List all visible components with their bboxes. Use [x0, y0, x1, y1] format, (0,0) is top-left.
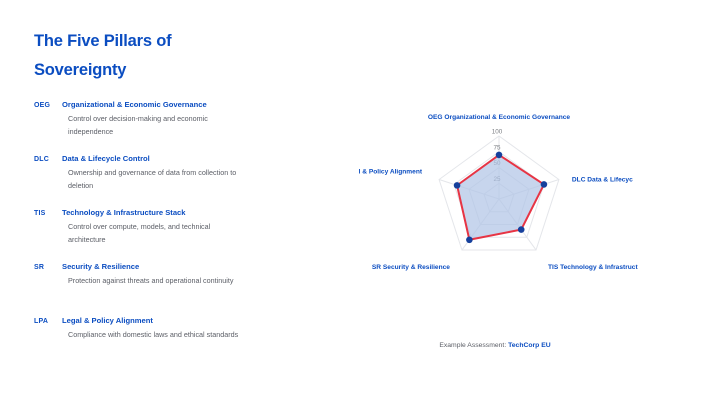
axis-label: TIS Technology & Infrastruct	[548, 264, 638, 271]
axis-label: DLC Data & Lifecyc	[572, 177, 633, 184]
pillar-description: Control over decision-making and economi…	[68, 114, 208, 136]
data-point	[540, 181, 548, 188]
page-title-line1: The Five Pillars of	[34, 32, 172, 50]
page-title-line2: Sovereignty	[34, 61, 127, 79]
data-point	[495, 151, 503, 159]
axis-label: OEG Organizational & Economic Governance	[428, 114, 570, 121]
axis-label: l & Policy Alignment	[359, 169, 423, 176]
pillar-abbr: TIS	[34, 210, 46, 217]
pillar-item-tis: TIS Technology & Infrastructure Stack Co…	[34, 208, 274, 246]
pillar-abbr: LPA	[34, 318, 49, 325]
caption-value: TechCorp EU	[508, 342, 551, 349]
pillar-item-sr: SR Security & Resilience Protection agai…	[34, 262, 274, 288]
pillar-item-dlc: DLC Data & Lifecycle Control Ownership a…	[34, 154, 274, 192]
data-point	[453, 182, 461, 189]
pillar-item-lpa: LPA Legal & Policy Alignment Compliance …	[34, 316, 274, 342]
data-point	[466, 236, 473, 244]
radial-tick-label: 75	[493, 144, 501, 151]
pillar-name: Data & Lifecycle Control	[62, 154, 150, 163]
pillar-item-oeg: OEG Organizational & Economic Governance…	[34, 100, 274, 138]
axis-label: SR Security & Resilience	[372, 264, 450, 271]
chart-caption: Example Assessment: TechCorp EU	[355, 342, 635, 349]
grid-ring	[438, 135, 560, 251]
pillar-abbr: OEG	[34, 102, 51, 109]
pillar-description: Ownership and governance of data from co…	[68, 168, 237, 190]
caption-prefix: Example Assessment:	[439, 342, 509, 349]
data-point	[517, 226, 525, 233]
pillar-name: Technology & Infrastructure Stack	[62, 208, 186, 217]
pillar-description: Compliance with domestic laws and ethica…	[68, 330, 239, 339]
pillar-name: Organizational & Economic Governance	[62, 100, 207, 109]
page-title: The Five Pillars of Sovereignty	[34, 27, 254, 85]
pillar-name: Security & Resilience	[62, 262, 140, 271]
pillar-description: Control over compute, models, and techni…	[68, 222, 211, 244]
data-polygon	[456, 153, 545, 241]
pillar-abbr: SR	[34, 264, 45, 271]
pillar-abbr: DLC	[34, 156, 49, 163]
pillar-name: Legal & Policy Alignment	[62, 316, 153, 325]
pillar-description: Protection against threats and operation…	[68, 276, 234, 285]
radial-tick-label: 100	[492, 129, 503, 136]
